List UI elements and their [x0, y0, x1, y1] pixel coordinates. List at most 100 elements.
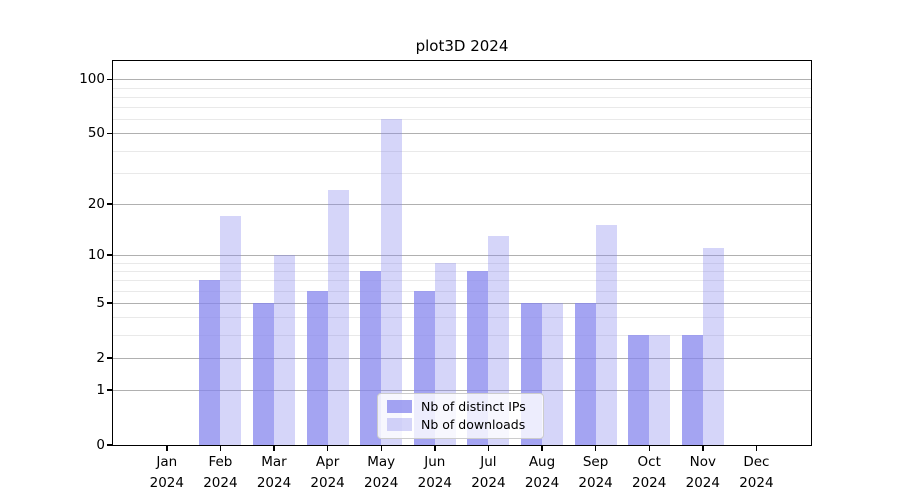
x-tick-year: 2024	[685, 475, 720, 491]
bar-distinct-ips-oct	[628, 335, 650, 445]
y-tick-label-10: 10	[87, 246, 105, 263]
x-tick-dec	[755, 446, 758, 451]
legend-item-downloads: Nb of downloads	[387, 417, 534, 432]
gridline-minor-70	[113, 107, 811, 109]
x-tick-label-apr: Apr 2024	[296, 452, 360, 494]
x-tick-month: Dec	[743, 454, 770, 470]
x-tick-label-dec: Dec 2024	[724, 452, 788, 494]
y-tick-label-5: 5	[96, 295, 105, 311]
gridline-major-50	[113, 133, 811, 135]
x-tick-apr	[326, 446, 329, 451]
bar-downloads-oct	[649, 335, 671, 445]
bar-distinct-ips-apr	[306, 290, 328, 445]
y-tick-label-0: 0	[96, 437, 105, 453]
x-tick-year: 2024	[524, 475, 560, 491]
x-tick-label-jan: Jan 2024	[135, 452, 199, 494]
gridline-minor-9	[113, 262, 811, 264]
gridline-minor-80	[113, 96, 811, 98]
y-tick-5	[107, 302, 112, 304]
x-tick-year: 2024	[310, 475, 345, 491]
x-tick-month: Aug	[528, 454, 556, 470]
y-tick-label-100: 100	[79, 71, 105, 88]
x-tick-feb	[219, 446, 222, 451]
bar-downloads-apr	[327, 189, 349, 445]
bar-distinct-ips-mar	[253, 303, 274, 445]
legend-label-distinct-ips: Nb of distinct IPs	[421, 399, 526, 415]
legend-swatch-distinct-ips-icon	[387, 400, 412, 413]
x-tick-nov	[702, 446, 704, 451]
x-tick-label-nov: Nov 2024	[671, 452, 735, 494]
y-tick-50	[107, 132, 112, 135]
x-tick-label-oct: Oct 2024	[617, 452, 681, 494]
x-tick-month: Jul	[480, 454, 497, 470]
x-tick-month: Oct	[637, 454, 661, 470]
x-tick-label-jun: Jun 2024	[403, 452, 467, 494]
gridline-minor-30	[113, 172, 811, 174]
x-tick-year: 2024	[203, 475, 238, 491]
gridline-minor-8	[113, 270, 811, 272]
x-tick-oct	[648, 446, 650, 451]
bar-distinct-ips-sep	[574, 303, 596, 445]
x-tick-year: 2024	[149, 475, 184, 491]
x-tick-jul	[487, 446, 490, 451]
x-tick-may	[380, 446, 382, 451]
y-tick-1	[107, 389, 112, 391]
gridline-major-2	[113, 357, 811, 359]
bar-distinct-ips-feb	[199, 280, 221, 445]
gridline-major-5	[113, 303, 811, 304]
gridline-major-10	[113, 254, 811, 256]
x-tick-jun	[434, 446, 436, 451]
x-tick-aug	[541, 446, 543, 451]
gridline-minor-6	[113, 290, 811, 292]
x-tick-month: May	[367, 454, 396, 470]
x-tick-month: Nov	[689, 454, 716, 470]
plot-area: Nb of distinct IPs Nb of downloads	[112, 59, 812, 446]
x-tick-year: 2024	[364, 475, 399, 491]
x-tick-label-jul: Jul 2024	[456, 452, 520, 494]
bar-downloads-may	[381, 119, 403, 445]
y-tick-label-2: 2	[96, 349, 105, 366]
x-tick-month: Jan	[156, 454, 178, 470]
gridline-minor-40	[113, 150, 811, 152]
x-tick-year: 2024	[471, 475, 506, 491]
x-tick-jan	[166, 446, 168, 451]
y-tick-20	[107, 203, 112, 205]
bar-downloads-feb	[220, 215, 242, 445]
gridline-minor-4	[113, 317, 811, 319]
y-tick-label-50: 50	[87, 125, 105, 142]
x-tick-label-aug: Aug 2024	[510, 452, 574, 494]
x-tick-month: Feb	[208, 454, 233, 470]
legend-label-downloads: Nb of downloads	[421, 416, 526, 432]
bar-downloads-aug	[542, 303, 563, 445]
y-tick-label-1: 1	[96, 382, 105, 399]
gridline-major-1	[113, 390, 811, 392]
x-tick-month: Mar	[261, 454, 287, 470]
x-tick-month: Sep	[582, 454, 609, 470]
legend: Nb of distinct IPs Nb of downloads	[377, 392, 544, 439]
x-tick-sep	[594, 446, 597, 451]
gridline-minor-60	[113, 119, 811, 121]
x-tick-year: 2024	[632, 475, 667, 491]
y-tick-2	[107, 357, 112, 359]
legend-swatch-downloads-icon	[387, 418, 412, 431]
y-tick-0	[107, 444, 112, 446]
gridline-minor-3	[113, 335, 811, 337]
x-tick-label-feb: Feb 2024	[188, 452, 252, 494]
bar-downloads-nov	[702, 248, 724, 445]
x-tick-label-sep: Sep 2024	[564, 452, 628, 494]
gridline-minor-7	[113, 280, 811, 282]
x-tick-month: Apr	[315, 454, 340, 470]
bar-downloads-mar	[274, 254, 295, 445]
legend-item-distinct-ips: Nb of distinct IPs	[387, 399, 534, 414]
bar-distinct-ips-nov	[681, 335, 703, 445]
x-tick-year: 2024	[739, 475, 774, 491]
x-tick-label-mar: Mar 2024	[242, 452, 306, 494]
bar-downloads-sep	[595, 225, 617, 445]
gridline-minor-90	[113, 87, 811, 89]
x-tick-year: 2024	[256, 475, 292, 491]
bar-distinct-ips-may	[360, 270, 382, 445]
gridline-major-20	[113, 203, 811, 205]
x-tick-year: 2024	[578, 475, 613, 491]
x-tick-year: 2024	[417, 475, 452, 491]
